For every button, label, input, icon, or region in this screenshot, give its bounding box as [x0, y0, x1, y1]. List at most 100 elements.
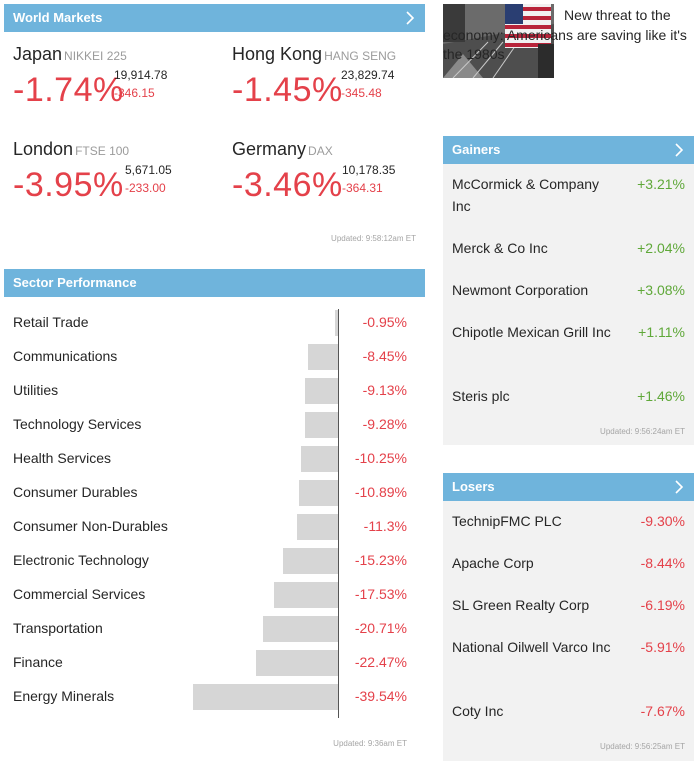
market-name: London — [13, 139, 74, 159]
stock-name[interactable]: Coty Inc — [452, 703, 504, 719]
chevron-right-icon[interactable] — [674, 480, 685, 494]
sector-bar — [297, 514, 339, 540]
sector-label: Energy Minerals — [13, 688, 115, 704]
market-index: DAX — [308, 144, 333, 158]
world-markets-header[interactable]: World Markets — [4, 4, 425, 32]
sector-row: Consumer Durables -10.89% — [4, 476, 425, 510]
market-name: Japan — [13, 44, 63, 64]
gainers-header[interactable]: Gainers — [443, 136, 694, 164]
stock-name[interactable]: Chipotle Mexican Grill Inc — [452, 324, 611, 340]
market-percent: -1.45% — [232, 71, 343, 109]
sector-row: Technology Services -9.28% — [4, 408, 425, 442]
chevron-right-icon[interactable] — [405, 11, 416, 25]
sector-value: -9.28% — [362, 416, 407, 432]
market-change: -364.31 — [342, 181, 383, 195]
stock-change: -6.19% — [640, 597, 685, 613]
sector-bar — [305, 378, 339, 404]
sector-value: -9.13% — [362, 382, 407, 398]
updated-timestamp: Updated: 9:56:24am ET — [600, 427, 685, 436]
sector-label: Technology Services — [13, 416, 142, 432]
market-value: 10,178.35 — [342, 163, 396, 177]
updated-timestamp: Updated: 9:56:25am ET — [600, 742, 685, 751]
world-markets-panel: World Markets Japan NIKKEI 225 -1.74% 19,… — [4, 4, 425, 258]
sector-bar — [193, 684, 339, 710]
sector-row: Health Services -10.25% — [4, 442, 425, 476]
market-germany[interactable]: Germany DAX -3.46% 10,178.35 -364.31 — [232, 139, 442, 204]
market-hong-kong[interactable]: Hong Kong HANG SENG -1.45% 23,829.74 -345… — [232, 44, 442, 109]
sector-row: Commercial Services -17.53% — [4, 578, 425, 612]
sector-value: -17.53% — [354, 586, 407, 602]
sector-value: -8.45% — [362, 348, 407, 364]
stock-name[interactable]: Newmont Corporation — [452, 282, 589, 298]
story-headline[interactable]: New threat to the economy: Americans are… — [443, 7, 687, 62]
sector-row: Energy Minerals -39.54% — [4, 680, 425, 714]
market-index: HANG SENG — [324, 49, 397, 63]
stock-change: +1.46% — [637, 388, 685, 404]
chart-zero-axis — [338, 309, 339, 718]
sector-bar — [282, 548, 339, 574]
updated-timestamp: Updated: 9:58:12am ET — [331, 234, 416, 243]
stock-change: +2.04% — [637, 240, 685, 256]
world-markets-title: World Markets — [13, 10, 103, 25]
sector-row: Retail Trade -0.95% — [4, 306, 425, 340]
market-japan[interactable]: Japan NIKKEI 225 -1.74% 19,914.78 -346.15 — [13, 44, 223, 109]
sector-label: Health Services — [13, 450, 112, 466]
stock-name[interactable]: Merck & Co Inc — [452, 240, 548, 256]
chevron-right-icon[interactable] — [674, 143, 685, 157]
sector-label: Finance — [13, 654, 63, 670]
sector-row: Transportation -20.71% — [4, 612, 425, 646]
stock-name[interactable]: Steris plc — [452, 388, 510, 404]
stock-name[interactable]: TechnipFMC PLC — [452, 513, 562, 529]
sector-value: -39.54% — [354, 688, 407, 704]
market-index: NIKKEI 225 — [64, 49, 127, 63]
market-percent: -3.95% — [13, 166, 124, 204]
sector-value: -20.71% — [354, 620, 407, 636]
sector-value: -0.95% — [362, 314, 407, 330]
sector-bar — [307, 344, 339, 370]
sector-bar — [274, 582, 339, 608]
stock-change: +1.11% — [638, 324, 685, 340]
stock-change: -7.67% — [640, 703, 685, 719]
stock-change: -8.44% — [640, 555, 685, 571]
stock-name[interactable]: McCormick & Company Inc — [452, 176, 600, 214]
sector-row: Electronic Technology -15.23% — [4, 544, 425, 578]
sector-row: Finance -22.47% — [4, 646, 425, 680]
sector-label: Consumer Durables — [13, 484, 138, 500]
market-london[interactable]: London FTSE 100 -3.95% 5,671.05 -233.00 — [13, 139, 223, 204]
gainers-panel: Gainers McCormick & Company Inc +3.21% Mer… — [443, 136, 694, 445]
stock-name[interactable]: SL Green Realty Corp — [452, 597, 590, 613]
sector-performance-header: Sector Performance — [4, 269, 425, 297]
sector-label: Electronic Technology — [13, 552, 149, 568]
gainers-title: Gainers — [452, 142, 501, 157]
sector-value: -22.47% — [354, 654, 407, 670]
sector-row: Consumer Non-Durables -11.3% — [4, 510, 425, 544]
sector-bar — [262, 616, 339, 642]
losers-panel: Losers TechnipFMC PLC -9.30% Apache Corp -8… — [443, 473, 694, 761]
sector-row: Communications -8.45% — [4, 340, 425, 374]
stock-name[interactable]: Apache Corp — [452, 555, 534, 571]
market-name: Hong Kong — [232, 44, 323, 64]
updated-timestamp: Updated: 9:36am ET — [333, 739, 407, 748]
losers-header[interactable]: Losers — [443, 473, 694, 501]
market-percent: -1.74% — [13, 71, 124, 109]
sector-row: Utilities -9.13% — [4, 374, 425, 408]
market-value: 19,914.78 — [114, 68, 168, 82]
story-thumbnail[interactable] — [443, 4, 554, 78]
sector-value: -10.89% — [354, 484, 407, 500]
sector-value: -15.23% — [354, 552, 407, 568]
sector-bar — [335, 310, 339, 336]
sector-value: -11.3% — [363, 518, 407, 534]
sector-performance-title: Sector Performance — [13, 275, 137, 290]
sector-bar — [298, 480, 339, 506]
sector-label: Commercial Services — [13, 586, 146, 602]
market-change: -346.15 — [114, 86, 155, 100]
stock-change: +3.08% — [637, 282, 685, 298]
story-teaser[interactable]: New threat to the economy: Americans are… — [443, 4, 696, 119]
market-value: 5,671.05 — [125, 163, 172, 177]
stock-name[interactable]: National Oilwell Varco Inc — [452, 639, 611, 655]
stock-change: -5.91% — [640, 639, 685, 655]
sector-label: Utilities — [13, 382, 59, 398]
sector-label: Retail Trade — [13, 314, 89, 330]
market-change: -233.00 — [125, 181, 166, 195]
market-name: Germany — [232, 139, 307, 159]
